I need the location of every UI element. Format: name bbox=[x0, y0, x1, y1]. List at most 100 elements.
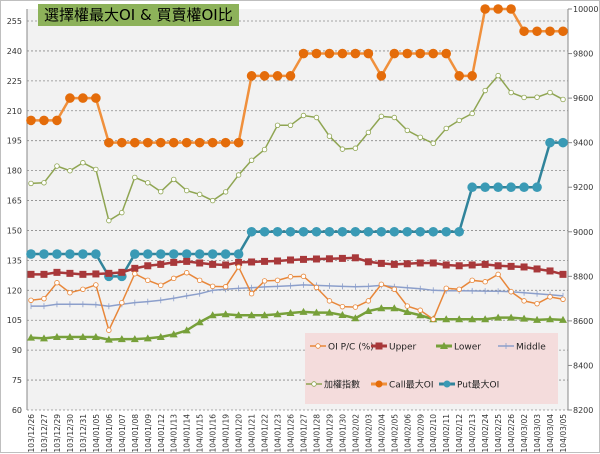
left-tick-label: 75 bbox=[12, 376, 22, 385]
x-tick-label: 104/02/03 bbox=[364, 414, 373, 453]
data-point bbox=[441, 226, 452, 237]
data-point bbox=[364, 258, 372, 266]
data-point bbox=[144, 262, 152, 270]
data-point bbox=[324, 48, 335, 59]
data-point bbox=[119, 299, 125, 306]
data-point bbox=[494, 313, 503, 321]
data-point bbox=[417, 134, 423, 141]
data-point bbox=[300, 112, 307, 119]
data-point bbox=[220, 249, 231, 259]
data-point bbox=[183, 257, 191, 265]
data-point bbox=[547, 294, 553, 300]
data-point bbox=[92, 270, 100, 278]
legend-label: Put最大OI bbox=[457, 379, 499, 391]
legend-item: Call最大OI bbox=[371, 379, 434, 391]
data-point bbox=[521, 298, 527, 304]
data-point bbox=[417, 307, 423, 313]
data-point bbox=[117, 335, 126, 343]
data-point bbox=[404, 303, 410, 309]
data-point bbox=[468, 261, 476, 269]
data-point bbox=[339, 303, 346, 310]
legend-item: OI P/C (%) bbox=[310, 343, 374, 353]
data-point bbox=[286, 309, 295, 317]
data-point bbox=[363, 226, 374, 237]
data-point bbox=[338, 254, 346, 262]
data-point bbox=[132, 174, 138, 181]
x-tick-label: 104/03/02 bbox=[520, 414, 529, 453]
data-point bbox=[28, 297, 34, 303]
right-tick-label: 8600 bbox=[573, 317, 593, 326]
data-point bbox=[339, 146, 346, 152]
x-tick-label: 104/01/20 bbox=[235, 414, 244, 453]
data-point bbox=[560, 96, 566, 103]
right-tick-label: 9200 bbox=[573, 183, 593, 192]
data-point bbox=[171, 176, 177, 183]
data-point bbox=[221, 310, 230, 318]
data-point bbox=[93, 166, 99, 173]
x-tick-label: 104/01/07 bbox=[118, 414, 127, 453]
data-point bbox=[365, 129, 372, 136]
data-point bbox=[194, 249, 205, 259]
data-point bbox=[415, 48, 426, 59]
data-point bbox=[132, 271, 138, 277]
data-point bbox=[326, 298, 333, 304]
x-tick-label: 104/01/29 bbox=[325, 414, 334, 453]
data-point bbox=[325, 255, 333, 263]
data-point bbox=[378, 113, 385, 120]
data-point bbox=[209, 260, 217, 268]
data-point bbox=[287, 274, 294, 280]
x-tick-label: 104/02/26 bbox=[507, 414, 516, 453]
data-point bbox=[170, 258, 178, 266]
data-point bbox=[246, 71, 257, 81]
data-point bbox=[532, 26, 542, 37]
data-point bbox=[352, 145, 359, 151]
data-point bbox=[142, 249, 153, 259]
data-point bbox=[79, 270, 87, 278]
data-point bbox=[260, 311, 269, 319]
data-point bbox=[352, 304, 359, 310]
left-tick-label: 225 bbox=[7, 77, 22, 86]
data-point bbox=[246, 226, 257, 237]
series-2 bbox=[27, 304, 567, 343]
x-tick-label: 104/03/03 bbox=[533, 414, 542, 453]
data-point bbox=[78, 93, 88, 103]
x-tick-label: 104/02/25 bbox=[494, 414, 503, 453]
series-4 bbox=[28, 72, 566, 224]
data-point bbox=[248, 258, 256, 266]
legend-label: OI P/C (%) bbox=[328, 343, 374, 353]
left-tick-label: 90 bbox=[12, 346, 22, 355]
left-tick-label: 195 bbox=[7, 137, 22, 146]
left-tick-label: 255 bbox=[7, 17, 22, 26]
data-point bbox=[520, 263, 528, 271]
data-point bbox=[235, 258, 243, 266]
data-point bbox=[233, 137, 244, 148]
data-point bbox=[259, 226, 270, 237]
data-point bbox=[67, 290, 73, 296]
data-point bbox=[155, 249, 166, 259]
x-tick-label: 104/01/09 bbox=[144, 414, 153, 453]
x-tick-label: 104/02/06 bbox=[403, 414, 412, 453]
x-tick-label: 104/01/22 bbox=[261, 414, 270, 453]
data-point bbox=[443, 125, 449, 132]
data-point bbox=[209, 283, 216, 290]
data-point bbox=[442, 315, 451, 323]
data-point bbox=[533, 315, 542, 323]
legend-label: Call最大OI bbox=[389, 379, 434, 391]
data-point bbox=[428, 48, 439, 59]
data-point bbox=[389, 48, 400, 59]
x-tick-label: 104/02/04 bbox=[377, 414, 386, 453]
data-point bbox=[377, 259, 385, 267]
data-point bbox=[376, 71, 387, 81]
x-tick-label: 104/01/13 bbox=[170, 414, 179, 453]
data-point bbox=[65, 332, 74, 340]
data-point bbox=[65, 93, 75, 103]
data-point bbox=[28, 180, 34, 187]
x-tick-label: 104/01/27 bbox=[299, 414, 308, 453]
data-point bbox=[130, 249, 140, 259]
left-tick-label: 150 bbox=[7, 226, 22, 235]
data-point bbox=[365, 298, 372, 304]
data-point bbox=[403, 308, 412, 316]
right-tick-label: 9400 bbox=[573, 139, 593, 148]
data-point bbox=[142, 137, 153, 148]
